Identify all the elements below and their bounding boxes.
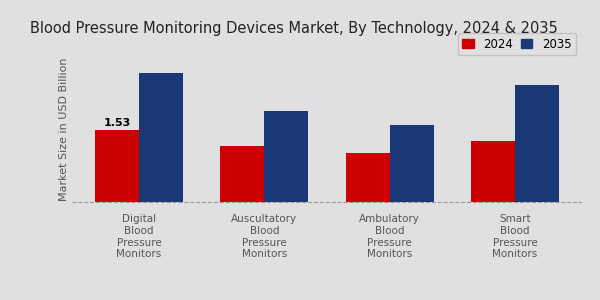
Y-axis label: Market Size in USD Billion: Market Size in USD Billion [59, 57, 69, 201]
Bar [220, 146, 265, 202]
Bar [471, 141, 515, 202]
Bar [265, 111, 308, 202]
Text: Blood Pressure Monitoring Devices Market, By Technology, 2024 & 2035: Blood Pressure Monitoring Devices Market… [30, 21, 558, 36]
Text: 1.53: 1.53 [103, 118, 131, 128]
Bar [389, 124, 434, 202]
Bar [139, 73, 183, 202]
Bar [95, 130, 139, 202]
Legend: 2024, 2035: 2024, 2035 [458, 33, 576, 55]
Bar [515, 85, 559, 202]
Bar [346, 153, 389, 202]
